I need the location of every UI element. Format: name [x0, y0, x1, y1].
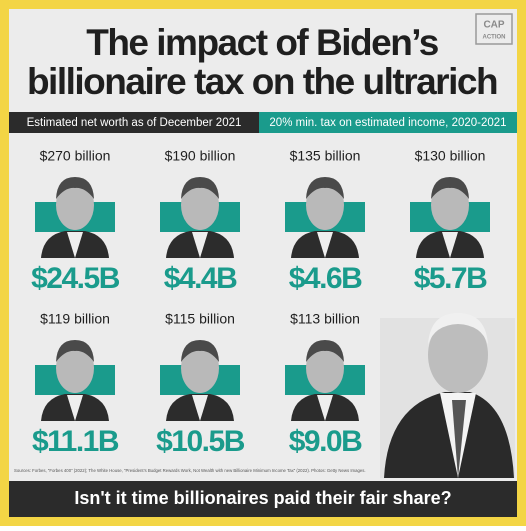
net-worth: $270 billion — [40, 148, 111, 164]
portrait-head — [306, 180, 344, 230]
portrait-head — [431, 180, 469, 230]
tax-value: $24.5B — [31, 262, 120, 295]
portrait-collar — [442, 232, 458, 258]
people-grid: $270 billion $24.5B $190 billion $4.4B $135 … — [31, 148, 490, 458]
tax-value: $5.7B — [414, 262, 487, 295]
footer-text: Isn't it time billionaires paid their fa… — [74, 488, 451, 508]
legend-dark — [9, 112, 259, 133]
tie — [452, 400, 466, 478]
footer-bar — [9, 481, 517, 517]
net-worth: $115 billion — [165, 311, 235, 327]
portrait-hair — [306, 177, 344, 199]
sources: Sources: Forbes, “Forbes 400” (2022); Th… — [14, 468, 366, 473]
net-worth: $130 billion — [415, 148, 486, 164]
tax-value: $11.1B — [32, 425, 119, 458]
tax-value: $9.0B — [289, 425, 362, 458]
legend-label: Estimated net worth as of December 2021 — [27, 117, 242, 129]
portrait-hair — [306, 340, 344, 362]
portrait-collar — [192, 232, 208, 258]
president-portrait — [380, 313, 515, 478]
portrait-hair — [181, 177, 219, 199]
logo-box — [475, 13, 513, 45]
hair — [428, 313, 488, 345]
portrait-collar — [317, 395, 333, 421]
portrait-collar — [317, 232, 333, 258]
portrait-head — [181, 180, 219, 230]
net-worth: $135 billion — [290, 148, 361, 164]
portrait-collar — [192, 395, 208, 421]
portrait-collar — [67, 232, 83, 258]
head — [428, 317, 488, 393]
tax-value: $4.6B — [289, 262, 362, 295]
portrait-head — [56, 343, 94, 393]
portrait-hair — [56, 177, 94, 199]
portrait-hair — [181, 340, 219, 362]
tax-value: $4.4B — [164, 262, 237, 295]
portrait-hair — [56, 340, 94, 362]
net-worth: $119 billion — [40, 311, 110, 327]
portrait-collar — [67, 395, 83, 421]
legend-label: 20% min. tax on estimated income, 2020-2… — [269, 117, 506, 129]
legend-teal — [259, 112, 517, 133]
net-worth: $113 billion — [290, 311, 360, 327]
portrait-hair — [431, 177, 469, 199]
title-line: The impact of Biden’s — [86, 22, 438, 63]
title-line: billionaire tax on the ultrarich — [27, 61, 497, 102]
net-worth: $190 billion — [165, 148, 236, 164]
portrait-head — [181, 343, 219, 393]
logo-text: ACTION — [483, 35, 506, 41]
portrait-head — [56, 180, 94, 230]
tax-value: $10.5B — [156, 425, 245, 458]
logo-text: CAP — [483, 20, 504, 31]
portrait-head — [306, 343, 344, 393]
